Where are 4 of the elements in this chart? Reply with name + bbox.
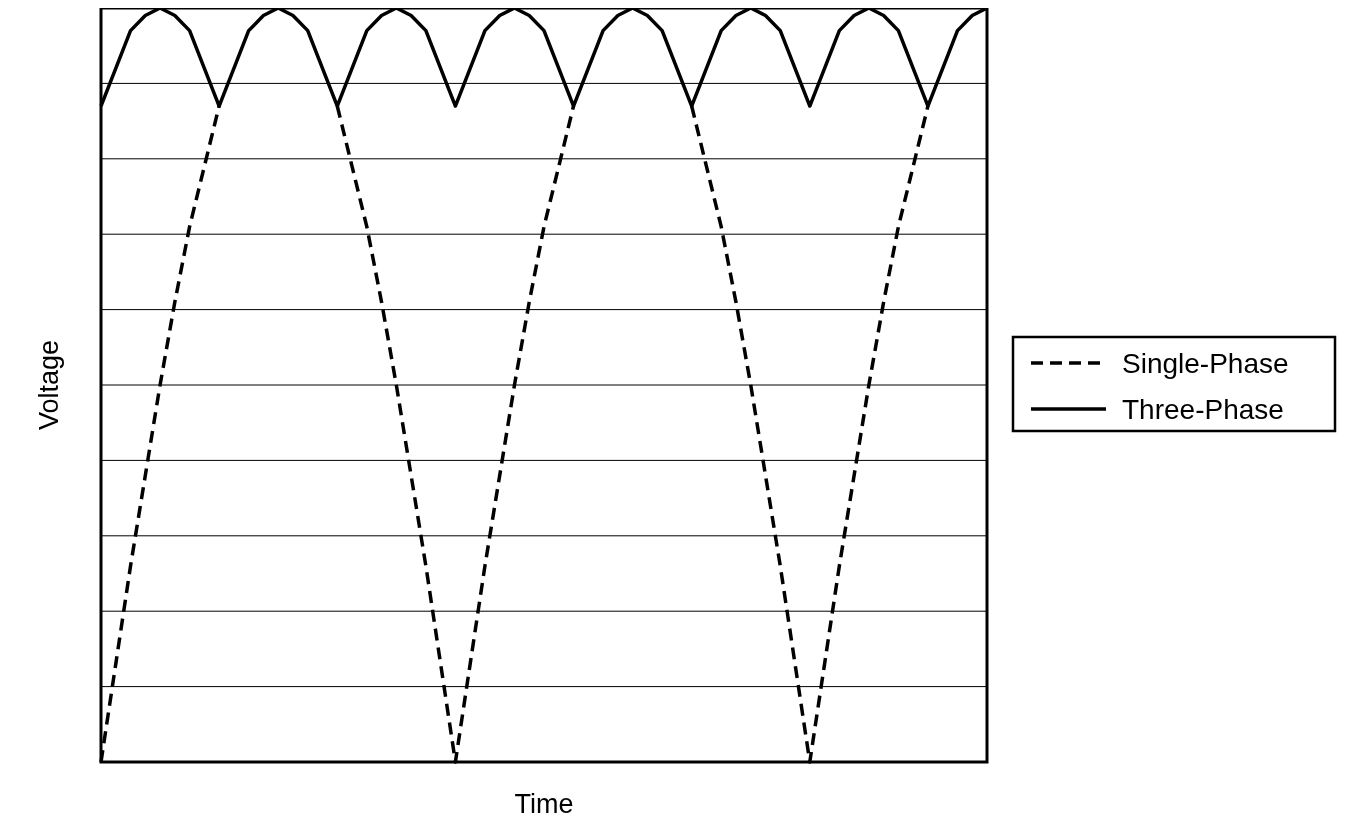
y-axis-title: Voltage <box>34 339 64 431</box>
legend-label: Single-Phase <box>1122 348 1289 379</box>
legend-label: Three-Phase <box>1122 394 1284 425</box>
x-axis-title: Time <box>514 789 574 819</box>
